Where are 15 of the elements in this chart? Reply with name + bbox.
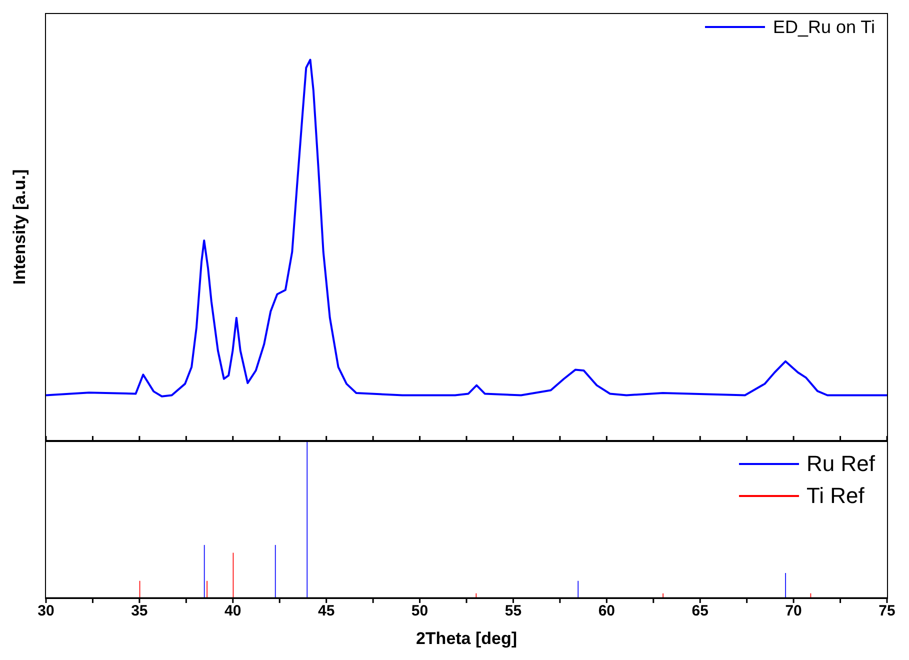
legend-label: Ru Ref: [806, 450, 875, 478]
x-tick-label: 35: [131, 602, 148, 620]
x-tick-label: 65: [692, 602, 708, 620]
x-axis-title: 2Theta [deg]: [416, 629, 518, 648]
x-tick-label: 40: [224, 602, 242, 620]
x-tick-label: 50: [411, 602, 428, 620]
x-tick-label: 30: [38, 602, 54, 620]
x-tick-label: 60: [598, 602, 616, 620]
x-tick-label: 55: [504, 602, 522, 620]
legend-label: ED_Ru on Ti: [772, 16, 875, 39]
x-tick-label: 70: [785, 602, 802, 620]
y-axis-title: Intensity [a.u.]: [10, 169, 30, 285]
x-tick-label: 45: [318, 602, 335, 620]
legend-label: Ti Ref: [806, 482, 864, 510]
x-tick-label: 75: [878, 602, 896, 620]
